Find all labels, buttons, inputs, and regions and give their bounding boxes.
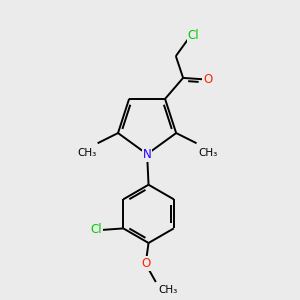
- Text: CH₃: CH₃: [159, 286, 178, 296]
- Text: O: O: [203, 73, 212, 86]
- Text: CH₃: CH₃: [77, 148, 96, 158]
- Text: N: N: [143, 148, 152, 161]
- Text: CH₃: CH₃: [198, 148, 217, 158]
- Text: Cl: Cl: [188, 28, 199, 42]
- Text: Cl: Cl: [91, 223, 102, 236]
- Text: O: O: [142, 257, 151, 270]
